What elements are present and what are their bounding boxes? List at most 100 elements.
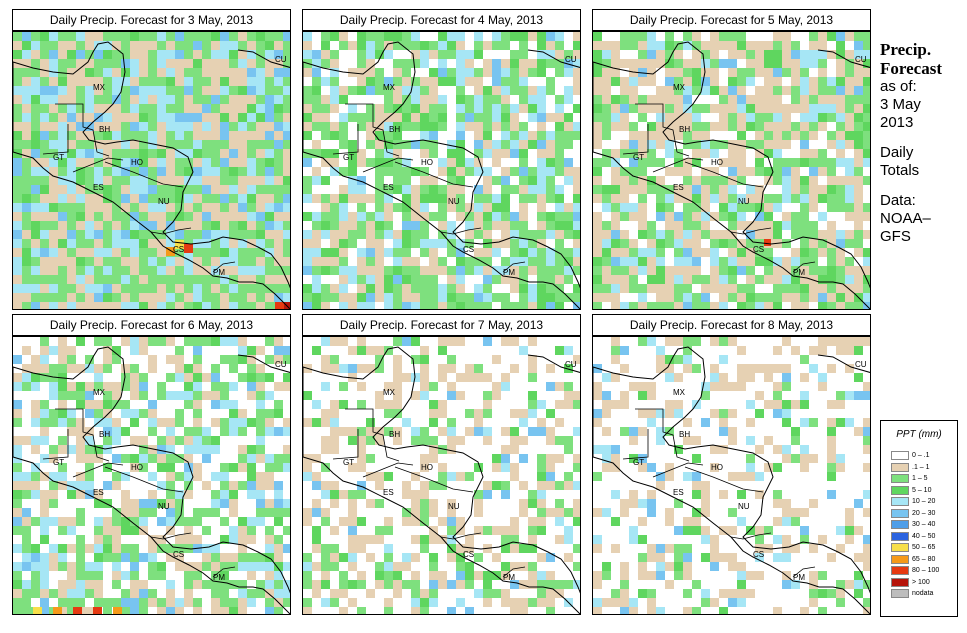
- legend-label: 10 – 20: [912, 498, 936, 505]
- country-border: [104, 466, 184, 493]
- country-label-cu: CU: [565, 360, 577, 369]
- country-label-gt: GT: [343, 458, 354, 467]
- precip-map-5: MX CU BH GT HO ES NU CS PM: [302, 336, 581, 615]
- forecast-panel-5: Daily Precip. Forecast for 7 May, 2013 M…: [302, 314, 581, 615]
- cuba-coastline: [817, 49, 870, 68]
- country-label-pm: PM: [503, 573, 515, 582]
- legend-label: nodata: [912, 590, 934, 597]
- as-of-date-1: 3 May: [880, 96, 921, 113]
- legend-label: > 100: [912, 578, 930, 586]
- country-border: [440, 227, 482, 235]
- country-label-nu: NU: [158, 197, 170, 206]
- cuba-coastline: [237, 49, 290, 68]
- country-border: [502, 261, 526, 273]
- country-label-nu: NU: [448, 502, 460, 511]
- legend-label: 1 – 5: [912, 475, 928, 482]
- precip-field: MX CU BH GT HO ES NU CS PM: [303, 337, 580, 614]
- country-label-es: ES: [383, 488, 394, 497]
- country-label-es: ES: [383, 183, 394, 192]
- country-border: [42, 429, 69, 460]
- country-border: [72, 462, 124, 478]
- precip-map-3: MX CU BH GT HO ES NU CS PM: [592, 31, 871, 310]
- legend-label: 65 – 80: [912, 555, 936, 563]
- country-label-ho: HO: [131, 158, 143, 167]
- legend-item: .1 – 1: [891, 462, 951, 473]
- legend-item: 20 – 30: [891, 508, 951, 519]
- legend: PPT (mm) 0 – .1 .1 – 1 1 – 5 5 – 10 10 – 20 2…: [880, 420, 958, 617]
- country-label-nu: NU: [738, 502, 750, 511]
- country-border: [362, 462, 414, 478]
- country-label-cu: CU: [855, 360, 867, 369]
- country-label-cu: CU: [565, 55, 577, 64]
- coastline: [303, 41, 580, 309]
- country-border: [212, 261, 236, 273]
- coastline: [593, 346, 870, 614]
- country-label-mx: MX: [673, 83, 686, 92]
- legend-label: 50 – 65: [912, 544, 936, 551]
- legend-swatch: [891, 508, 909, 518]
- legend-item: 50 – 65: [891, 543, 951, 553]
- country-border: [394, 466, 474, 493]
- country-border: [150, 227, 192, 235]
- cuba-coastline: [527, 354, 580, 373]
- country-border: [104, 161, 184, 188]
- cuba-coastline: [817, 354, 870, 373]
- country-border: [332, 124, 359, 155]
- country-label-gt: GT: [53, 153, 64, 162]
- legend-item: 10 – 20: [891, 497, 951, 507]
- country-border: [345, 103, 400, 157]
- country-border: [684, 466, 764, 493]
- country-label-es: ES: [673, 183, 684, 192]
- legend-item: 0 – .1: [891, 451, 951, 461]
- side-title-2: Forecast: [880, 59, 942, 78]
- country-border: [652, 157, 704, 173]
- country-border: [635, 103, 690, 157]
- country-label-es: ES: [93, 488, 104, 497]
- country-label-cs: CS: [463, 550, 474, 559]
- precip-field: MX CU BH GT HO ES NU CS PM: [593, 337, 870, 614]
- data-source-2: NOAA–: [880, 210, 931, 227]
- panel-title: Daily Precip. Forecast for 6 May, 2013: [12, 314, 291, 336]
- country-border: [362, 157, 414, 173]
- legend-item: 5 – 10: [891, 485, 951, 496]
- country-border: [730, 532, 772, 540]
- country-label-ho: HO: [131, 463, 143, 472]
- legend-swatch: [891, 485, 909, 495]
- legend-item: 30 – 40: [891, 520, 951, 530]
- legend-swatch: [891, 589, 909, 598]
- side-title-1: Precip.: [880, 40, 932, 59]
- country-border: [792, 566, 816, 578]
- country-label-ho: HO: [711, 158, 723, 167]
- daily-label-2: Totals: [880, 162, 920, 179]
- country-label-ho: HO: [711, 463, 723, 472]
- country-label-cu: CU: [275, 360, 287, 369]
- country-border: [42, 124, 69, 155]
- country-border: [622, 124, 649, 155]
- country-label-gt: GT: [53, 458, 64, 467]
- country-label-nu: NU: [158, 502, 170, 511]
- legend-swatch: [891, 543, 909, 552]
- legend-label: 20 – 30: [912, 509, 936, 517]
- as-of-date-2: 2013: [880, 114, 914, 131]
- panel-title: Daily Precip. Forecast for 7 May, 2013: [302, 314, 581, 336]
- precip-field: MX CU BH GT HO ES NU CS PM: [13, 337, 290, 614]
- country-label-bh: BH: [389, 125, 400, 134]
- panel-title: Daily Precip. Forecast for 4 May, 2013: [302, 9, 581, 31]
- country-label-cu: CU: [275, 55, 287, 64]
- country-label-cs: CS: [173, 550, 184, 559]
- data-source-3: GFS: [880, 228, 911, 245]
- legend-item: 1 – 5: [891, 474, 951, 484]
- country-label-ho: HO: [421, 463, 433, 472]
- panel-title: Daily Precip. Forecast for 3 May, 2013: [12, 9, 291, 31]
- legend-swatch: [891, 531, 909, 541]
- forecast-panel-4: Daily Precip. Forecast for 6 May, 2013 M…: [12, 314, 291, 615]
- country-label-pm: PM: [793, 573, 805, 582]
- country-label-gt: GT: [343, 153, 354, 162]
- coastline: [13, 41, 290, 309]
- precip-field: MX CU BH GT HO ES NU CS PM: [593, 32, 870, 309]
- country-label-cs: CS: [753, 245, 764, 254]
- legend-item: nodata: [891, 589, 951, 599]
- country-label-gt: GT: [633, 153, 644, 162]
- country-label-mx: MX: [383, 83, 396, 92]
- legend-label: .1 – 1: [912, 463, 930, 471]
